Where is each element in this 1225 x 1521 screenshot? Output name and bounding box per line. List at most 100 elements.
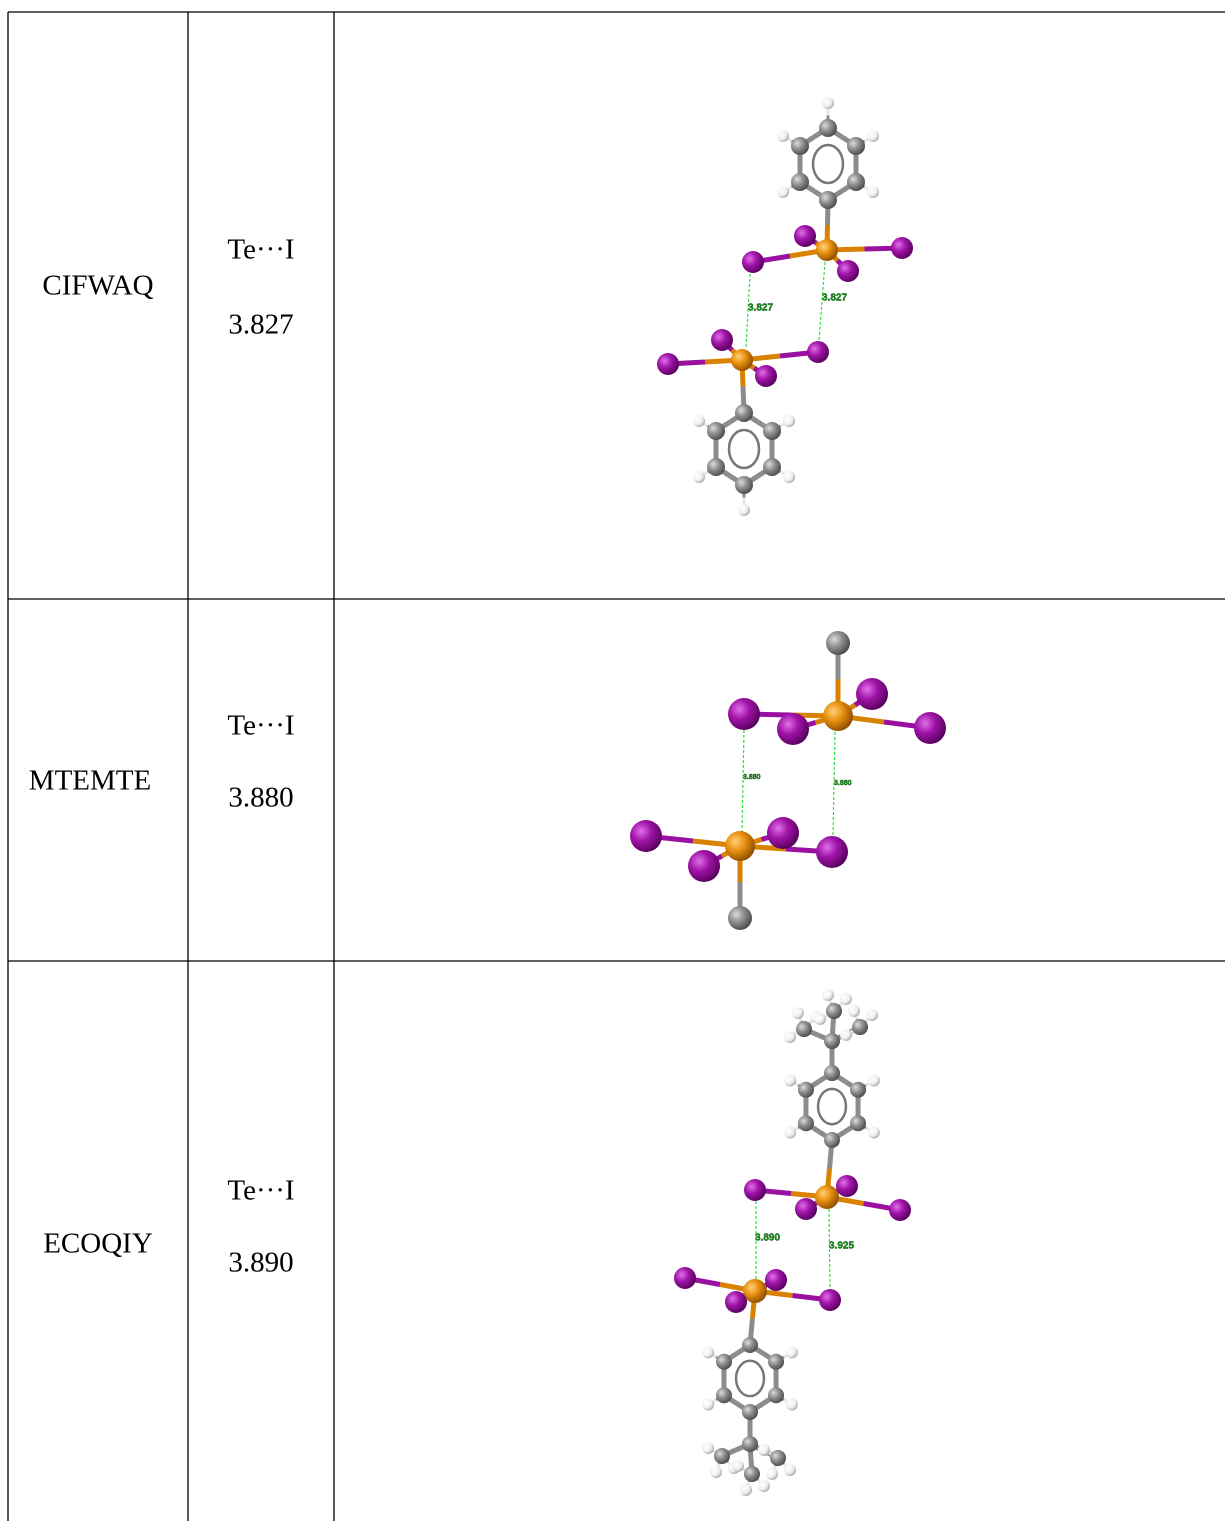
contact-label: 3.827 (748, 303, 773, 314)
atom (891, 237, 913, 259)
atom (744, 1466, 760, 1482)
atom (742, 251, 764, 273)
atom (836, 1175, 858, 1197)
atom (816, 239, 838, 261)
atom (856, 678, 888, 710)
atom (796, 1021, 812, 1037)
interaction: Te···I (227, 234, 294, 266)
atom (889, 1199, 911, 1221)
atom (766, 1468, 778, 1480)
atom (792, 1007, 804, 1019)
contact-label: 3.880 (834, 780, 852, 787)
atom (728, 698, 760, 730)
contact-label: 3.925 (829, 1241, 854, 1252)
atom (763, 458, 781, 476)
atom (740, 1484, 752, 1496)
atom (784, 1127, 796, 1139)
atom (868, 1127, 880, 1139)
atom (840, 993, 852, 1005)
atom (725, 1291, 747, 1313)
atom (674, 1267, 696, 1289)
atom (826, 1003, 842, 1019)
atom (710, 1466, 722, 1478)
atom (815, 1185, 839, 1209)
atom (819, 191, 837, 209)
atom (847, 173, 865, 191)
interaction: Te···I (227, 1175, 294, 1207)
page: CIFWAQ Te···I 3.827 MTEMTE Te···I 3.880 … (0, 0, 1225, 1521)
contact-label: 3.827 (822, 293, 847, 304)
atom (783, 415, 795, 427)
atom (824, 1132, 840, 1148)
atom (837, 260, 859, 282)
atom (735, 476, 753, 494)
contact-label: 3.890 (755, 1233, 780, 1244)
atom (814, 1013, 826, 1025)
atom (791, 173, 809, 191)
aromatic-ring (736, 1361, 764, 1396)
atom (657, 353, 679, 375)
atom (848, 1005, 860, 1017)
atom (711, 329, 733, 351)
atom (702, 1399, 714, 1411)
code: MTEMTE (29, 765, 151, 797)
atom (794, 225, 816, 247)
atom (630, 820, 662, 852)
atom (768, 1387, 784, 1403)
atom (744, 1179, 766, 1201)
atom (768, 1354, 784, 1370)
atom (866, 1009, 878, 1021)
atom (742, 1436, 758, 1452)
atom (707, 422, 725, 440)
atom (819, 119, 837, 137)
distance: 3.827 (228, 309, 293, 341)
atom (795, 1198, 817, 1220)
atom (688, 850, 720, 882)
atom (765, 1269, 787, 1291)
atom (852, 1019, 868, 1035)
atom (786, 1399, 798, 1411)
atom (823, 701, 853, 731)
atom (824, 1033, 840, 1049)
code: ECOQIY (43, 1228, 153, 1260)
atom (784, 1074, 796, 1086)
atom (732, 1460, 744, 1472)
atom (867, 186, 879, 198)
atom (824, 1065, 840, 1081)
atom (702, 1442, 714, 1454)
atom (728, 906, 752, 930)
atom (716, 1387, 732, 1403)
table-text: CIFWAQ Te···I 3.827 MTEMTE Te···I 3.880 … (29, 234, 855, 1279)
aromatic-ring (813, 145, 843, 183)
atom (777, 186, 789, 198)
atom (798, 1082, 814, 1098)
atom (850, 1082, 866, 1098)
atom (738, 504, 750, 516)
atom (840, 1029, 852, 1041)
atom (702, 1346, 714, 1358)
atom (786, 1346, 798, 1358)
atom (798, 1115, 814, 1131)
atom (755, 365, 777, 387)
interaction: Te···I (227, 710, 294, 742)
atom (735, 404, 753, 422)
aromatic-ring (729, 430, 759, 468)
atom (742, 1337, 758, 1353)
atom (807, 341, 829, 363)
distance: 3.890 (228, 1247, 293, 1279)
atom (784, 1464, 796, 1476)
atom (819, 1289, 841, 1311)
atom (822, 97, 834, 109)
aromatic-ring (818, 1089, 846, 1124)
atom (784, 1031, 796, 1043)
contact-label: 3.880 (743, 774, 761, 781)
atom (867, 130, 879, 142)
atom (725, 831, 755, 861)
atom (770, 1450, 786, 1466)
atom (816, 836, 848, 868)
atom (742, 1404, 758, 1420)
atom (777, 713, 809, 745)
atom (693, 471, 705, 483)
code: CIFWAQ (42, 270, 153, 302)
atom (850, 1115, 866, 1131)
